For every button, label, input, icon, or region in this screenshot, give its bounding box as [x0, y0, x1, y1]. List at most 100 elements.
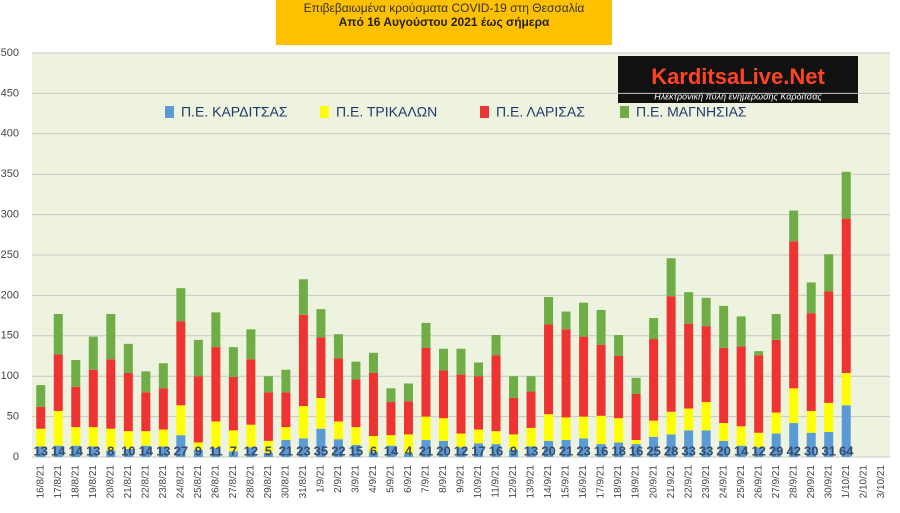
bar-segment	[141, 445, 151, 457]
bar-segment	[544, 324, 554, 415]
data-label: 15	[349, 443, 363, 458]
bar-segment	[368, 352, 378, 373]
bar-segment	[561, 440, 571, 457]
data-label: 12	[244, 443, 258, 458]
x-tick-label: 7/9/21	[421, 465, 432, 493]
bar-segment	[544, 440, 554, 457]
x-tick-label: 8/9/21	[438, 465, 449, 493]
legend-marker	[620, 106, 629, 118]
y-tick-label: 500	[1, 47, 19, 59]
bar-segment	[491, 431, 501, 445]
x-tick-label: 17/8/21	[53, 465, 64, 499]
bar-segment	[106, 313, 116, 360]
legend-marker	[320, 106, 329, 118]
bar-segment	[263, 452, 273, 457]
bar-segment	[684, 292, 694, 324]
bar-segment	[596, 309, 606, 345]
bar-segment	[421, 416, 431, 441]
data-label: 12	[751, 443, 765, 458]
data-label: 6	[370, 443, 377, 458]
bar-segment	[456, 348, 466, 375]
x-tick-label: 25/9/21	[736, 465, 747, 499]
x-tick-label: 18/9/21	[613, 465, 624, 499]
bar-segment	[789, 241, 799, 389]
bar-segment	[298, 279, 308, 315]
bar-segment	[841, 218, 851, 373]
data-label: 7	[230, 443, 237, 458]
bar-segment	[36, 385, 46, 407]
data-label: 9	[195, 443, 202, 458]
bar-segment	[316, 309, 326, 338]
bar-segment	[123, 372, 133, 432]
bar-segment	[631, 440, 641, 445]
bar-segment	[754, 447, 764, 457]
bar-segment	[351, 444, 361, 457]
bar-segment	[211, 347, 221, 422]
bar-segment	[509, 449, 519, 457]
bar-segment	[141, 431, 151, 446]
data-label: 14	[69, 443, 84, 458]
legend-label: Π.Ε. ΚΑΡΔΙΤΣΑΣ	[181, 104, 288, 120]
data-label: 35	[314, 443, 328, 458]
bar-segment	[614, 334, 624, 356]
y-tick-label: 150	[1, 330, 19, 342]
bar-segment	[596, 415, 606, 445]
bar-segment	[474, 376, 484, 430]
bar-segment	[666, 258, 676, 297]
bar-segment	[841, 171, 851, 219]
bar-segment	[438, 440, 448, 457]
x-tick-label: 25/8/21	[193, 465, 204, 499]
data-label: 20	[716, 443, 730, 458]
bar-segment	[246, 359, 256, 425]
x-tick-label: 20/9/21	[648, 465, 659, 499]
bar-segment	[456, 374, 466, 434]
bar-segment	[771, 433, 781, 457]
data-label: 33	[681, 443, 695, 458]
data-label: 4	[405, 443, 413, 458]
x-tick-label: 17/9/21	[596, 465, 607, 499]
bar-segment	[649, 420, 659, 437]
bar-segment	[141, 371, 151, 393]
bar-segment	[246, 447, 256, 457]
bar-segment	[754, 355, 764, 433]
bar-segment	[71, 360, 81, 387]
bar-segment	[719, 423, 729, 441]
bar-segment	[719, 347, 729, 424]
bar-segment	[544, 297, 554, 325]
bar-segment	[88, 446, 98, 457]
bar-segment	[386, 445, 396, 457]
data-label: 14	[734, 443, 749, 458]
bar-segment	[561, 417, 571, 441]
bar-segment	[123, 343, 133, 373]
x-tick-label: 14/9/21	[543, 465, 554, 499]
bar-segment	[246, 329, 256, 360]
data-label: 23	[576, 443, 590, 458]
chart-title: Επιβεβαιωμένα κρούσματα COVID-19 στη Θεσ…	[304, 1, 585, 15]
bar-segment	[211, 448, 221, 457]
bar-segment	[491, 355, 501, 432]
bar-segment	[421, 322, 431, 348]
bar-segment	[491, 444, 501, 457]
x-tick-label: 15/9/21	[561, 465, 572, 499]
bar-segment	[684, 408, 694, 431]
bar-segment	[701, 402, 711, 431]
x-tick-label: 31/8/21	[298, 465, 309, 499]
bar-segment	[106, 428, 116, 451]
data-label: 42	[786, 443, 800, 458]
bar-segment	[71, 445, 81, 457]
x-tick-label: 29/8/21	[263, 465, 274, 499]
x-tick-label: 24/8/21	[175, 465, 186, 499]
bar-segment	[824, 431, 834, 457]
bar-segment	[719, 440, 729, 457]
data-label: 9	[510, 443, 517, 458]
data-label: 13	[156, 443, 170, 458]
bar-segment	[281, 440, 291, 457]
bar-segment	[649, 436, 659, 457]
x-tick-label: 23/9/21	[701, 465, 712, 499]
bar-segment	[456, 433, 466, 448]
bar-segment	[123, 448, 133, 457]
x-tick-label: 22/9/21	[683, 465, 694, 499]
data-label: 13	[34, 443, 48, 458]
bar-segment	[438, 418, 448, 441]
data-label: 20	[541, 443, 555, 458]
